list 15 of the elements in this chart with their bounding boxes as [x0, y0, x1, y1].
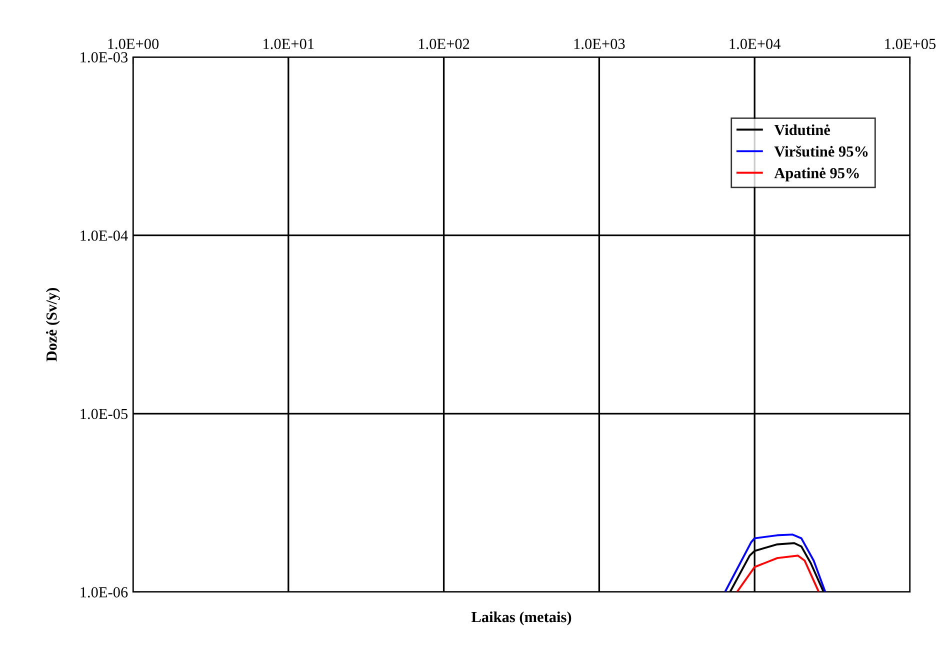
- legend-label: Viršutinė 95%: [774, 146, 868, 157]
- legend-label: Apatinė 95%: [774, 168, 859, 182]
- x-tick-label: 1.0E+00: [108, 38, 159, 50]
- x-tick-label: 1.0E+03: [574, 38, 625, 50]
- x-tick-label: 1.0E+04: [730, 38, 781, 50]
- y-tick-label: 1.0E-04: [80, 230, 128, 241]
- y-tick-label: 1.0E-06: [80, 587, 128, 598]
- x-tick-label: 1.0E+01: [264, 38, 314, 50]
- x-axis-title: Laikas (metais): [471, 611, 572, 626]
- x-tick-label: 1.0E+02: [418, 38, 470, 50]
- y-axis-title: Dozė (Sv/y): [46, 288, 60, 362]
- y-tick-label: 1.0E-05: [80, 408, 128, 420]
- legend-label: Vidutinė: [774, 124, 830, 136]
- x-tick-label: 1.0E+05: [885, 38, 936, 50]
- y-tick-label: 1.0E-03: [80, 52, 128, 63]
